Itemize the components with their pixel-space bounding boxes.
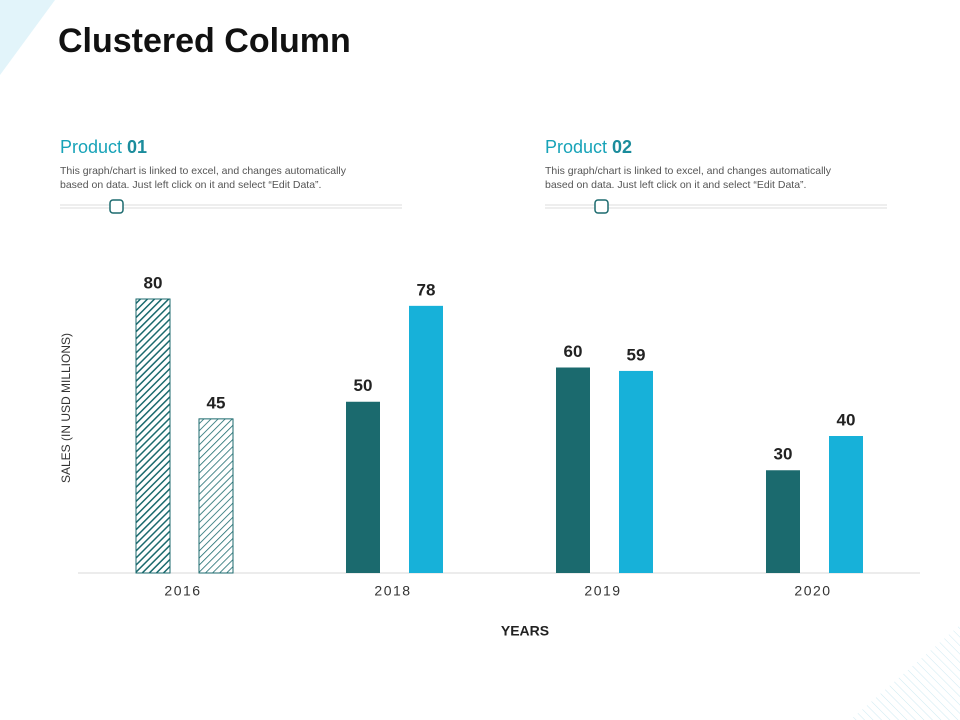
x-tick-label: 2018 <box>374 583 411 599</box>
bar <box>556 367 590 573</box>
x-tick-label: 2020 <box>794 583 831 599</box>
x-tick-label: 2016 <box>164 583 201 599</box>
data-label: 60 <box>564 342 583 361</box>
y-axis-title: SALES (IN USD MILLIONS) <box>59 333 73 483</box>
bar <box>409 305 443 573</box>
bar <box>346 401 380 573</box>
data-label: 50 <box>354 376 373 395</box>
data-label: 59 <box>627 345 646 364</box>
chart-title: Clustered Column <box>58 22 351 60</box>
legend-label: Product 01 <box>60 137 147 157</box>
x-tick-label: 2019 <box>584 583 621 599</box>
corner-decoration <box>0 0 55 75</box>
bar <box>135 298 171 574</box>
bar <box>619 370 653 573</box>
bar <box>829 436 863 573</box>
data-label: 80 <box>144 273 163 292</box>
slider-handle <box>109 199 124 214</box>
bar <box>766 470 800 573</box>
slider-handle <box>594 199 609 214</box>
legend-description: based on data. Just left click on it and… <box>545 179 806 191</box>
data-label: 40 <box>837 410 856 429</box>
legend-description: This graph/chart is linked to excel, and… <box>545 165 832 177</box>
x-axis-title: YEARS <box>501 623 549 639</box>
bar <box>198 418 234 574</box>
legend-description: This graph/chart is linked to excel, and… <box>60 165 347 177</box>
data-label: 30 <box>774 445 793 464</box>
legend-label: Product 02 <box>545 137 632 157</box>
legend-description: based on data. Just left click on it and… <box>60 179 321 191</box>
data-label: 78 <box>417 280 436 299</box>
corner-decoration <box>850 625 960 720</box>
data-label: 45 <box>207 393 226 412</box>
